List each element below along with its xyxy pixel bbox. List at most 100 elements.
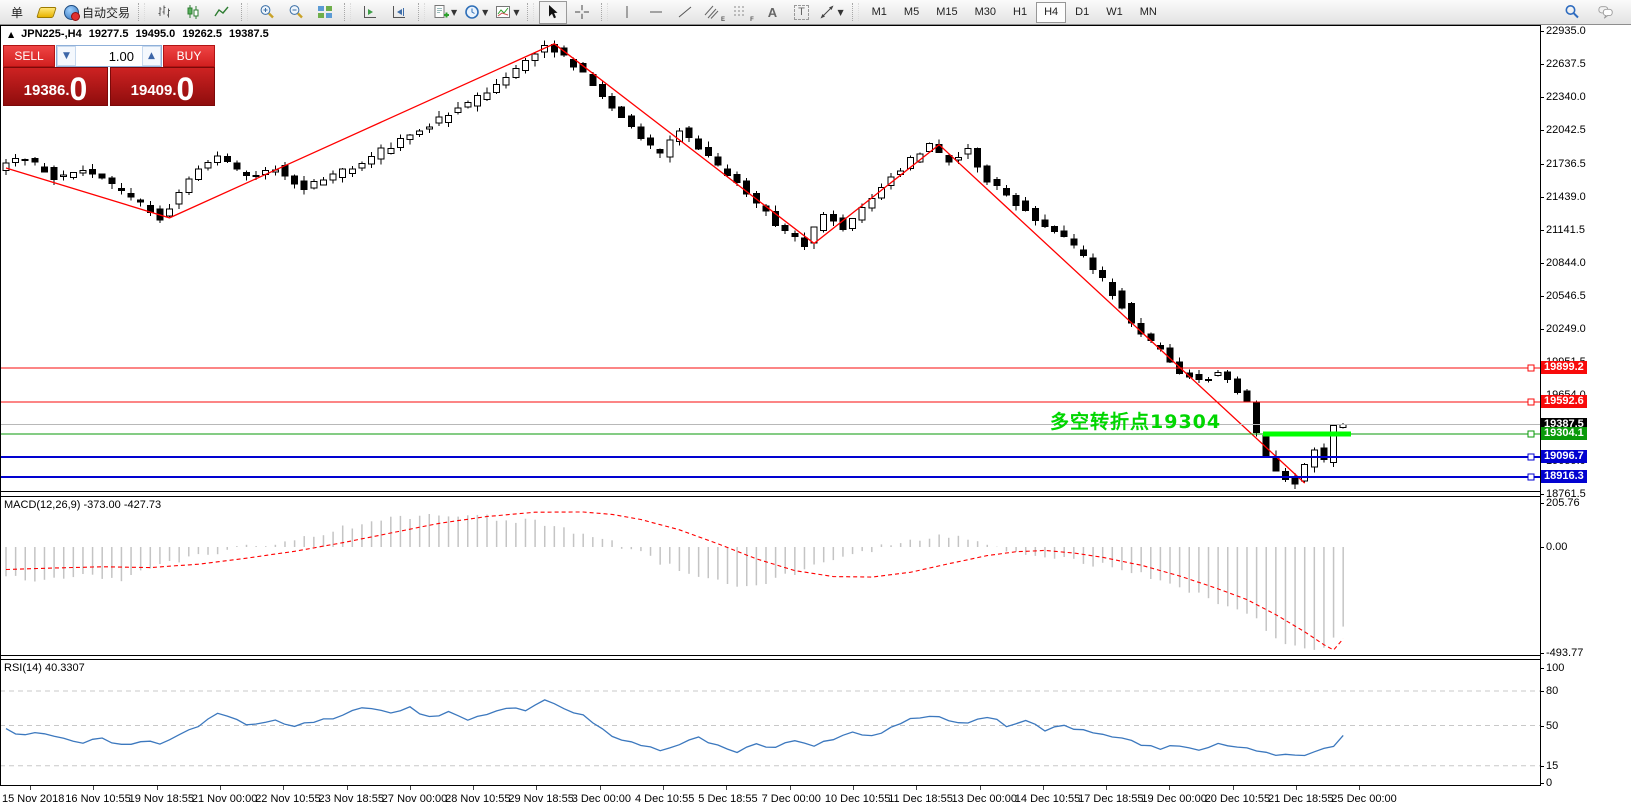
indicators-dropdown-button[interactable]: ▼ — [492, 1, 522, 24]
candle-body — [243, 172, 250, 176]
zoom-out-button[interactable] — [282, 1, 310, 24]
sell-label: SELL — [14, 49, 44, 63]
candle-body — [1022, 200, 1030, 211]
line-handle[interactable] — [1527, 364, 1535, 372]
rsi-pane-canvas[interactable] — [0, 660, 1540, 785]
text-button[interactable]: A — [758, 1, 786, 24]
time-axis-tick — [916, 786, 918, 790]
candle-body — [550, 44, 558, 53]
dropdown-caret: ▼ — [513, 7, 520, 17]
timeframe-mn[interactable]: MN — [1132, 2, 1165, 23]
candle-body — [627, 115, 635, 128]
indicators-icon — [496, 6, 511, 18]
buy-price-main: 19409. — [130, 82, 177, 99]
time-axis-label: 16 Nov 10:55 — [65, 793, 131, 805]
timeframe-m30[interactable]: M30 — [967, 2, 1004, 23]
sell-price-quote[interactable]: 19386. 0 — [3, 67, 108, 106]
time-axis[interactable]: 15 Nov 2018 16 Nov 10:55 19 Nov 18:55 21 No… — [0, 786, 1631, 810]
time-dropdown-button[interactable]: ▼ — [461, 1, 491, 24]
timeframe-m15[interactable]: M15 — [928, 2, 965, 23]
chart-annotation-text[interactable]: 多空转折点19304 — [1050, 411, 1222, 433]
equidistant-channel-button[interactable]: E — [700, 1, 728, 24]
line-handle[interactable] — [1527, 453, 1535, 461]
collapse-triangle-icon[interactable]: ▲ — [8, 29, 15, 39]
text-label-button[interactable]: T — [787, 1, 815, 24]
search-button[interactable] — [1558, 1, 1586, 24]
trendline-button[interactable] — [671, 1, 699, 24]
volume-value: 1.00 — [108, 48, 134, 64]
arrows-dropdown-button[interactable]: ▼ — [816, 1, 846, 24]
new-order-dropdown-button[interactable]: ▼ — [430, 1, 460, 24]
time-axis-tick — [726, 786, 728, 790]
candle-body — [41, 166, 48, 173]
rsi-line — [5, 699, 1344, 757]
time-axis-tick — [30, 786, 31, 790]
candle-body — [483, 92, 491, 100]
label-tool-letter: T — [794, 4, 809, 20]
timeframe-m5[interactable]: M5 — [896, 2, 927, 23]
crosshair-button[interactable] — [568, 1, 596, 24]
gold-button[interactable] — [32, 1, 60, 24]
macd-axis-label: -493.77 — [1546, 647, 1584, 659]
line-chart-icon — [214, 6, 229, 17]
line-chart-button[interactable] — [208, 1, 236, 24]
candle-body — [98, 173, 106, 179]
zigzag-line[interactable] — [5, 43, 1306, 484]
auto-trading-button[interactable]: 自动交易 — [61, 1, 133, 24]
timeframe-label: D1 — [1075, 6, 1090, 18]
volume-input[interactable]: 1.00 — [76, 46, 142, 66]
price-axis-border — [1540, 25, 1541, 786]
line-handle[interactable] — [1527, 473, 1535, 481]
candle-body — [772, 210, 780, 226]
time-axis-tick — [1296, 786, 1297, 790]
vertical-line-button[interactable] — [613, 1, 641, 24]
axis-tick-label: 22637.5 — [1546, 58, 1586, 70]
ohlc-high: 19495.0 — [135, 28, 176, 40]
volume-down-button[interactable]: ▼ — [57, 46, 76, 66]
timeframe-d1[interactable]: D1 — [1067, 2, 1097, 23]
new-order-label: 单 — [10, 5, 23, 20]
buy-label: BUY — [176, 49, 202, 63]
sell-button[interactable]: SELL — [3, 45, 55, 67]
zoom-in-button[interactable] — [253, 1, 281, 24]
highlight-segment[interactable] — [1263, 431, 1351, 437]
timeframe-w1[interactable]: W1 — [1098, 2, 1131, 23]
macd-pane-canvas[interactable] — [0, 497, 1540, 655]
candle-body — [1031, 208, 1039, 221]
line-handle[interactable] — [1527, 398, 1535, 406]
candle-body — [204, 162, 212, 169]
buy-button[interactable]: BUY — [163, 45, 215, 67]
search-icon — [1565, 5, 1579, 19]
chart-autoscroll-button[interactable] — [385, 1, 413, 24]
bar-chart-button[interactable] — [150, 1, 178, 24]
new-order-icon — [434, 5, 450, 18]
time-axis-label: 15 Nov 2018 — [2, 793, 65, 805]
candle-body — [223, 155, 231, 163]
buy-price-quote[interactable]: 19409. 0 — [110, 67, 215, 106]
time-axis-label: 4 Dec 10:55 — [635, 793, 695, 805]
horizontal-line-button[interactable] — [642, 1, 670, 24]
line-handle[interactable] — [1527, 430, 1535, 438]
timeframe-h1[interactable]: H1 — [1005, 2, 1035, 23]
candle-body — [454, 107, 462, 114]
candle-body — [724, 168, 731, 177]
timeframe-label: H1 — [1013, 6, 1028, 18]
main-chart-canvas[interactable] — [0, 26, 1540, 491]
timeframe-h4[interactable]: H4 — [1036, 1, 1067, 23]
new-order-text-button[interactable]: 单 — [3, 1, 31, 24]
ohlc-close: 19387.5 — [229, 28, 269, 40]
time-axis-label: 28 Nov 10:55 — [445, 793, 511, 805]
sell-price-main: 19386. — [23, 82, 70, 99]
chart-shift-button[interactable] — [356, 1, 384, 24]
axis-tick-mark — [1540, 262, 1544, 264]
chat-button[interactable] — [1592, 1, 1620, 24]
fibonacci-button[interactable]: F — [729, 1, 757, 24]
volume-up-button[interactable]: ▲ — [142, 46, 161, 66]
timeframe-m1[interactable]: M1 — [864, 2, 895, 23]
candle-body — [214, 155, 222, 164]
tile-windows-button[interactable] — [311, 1, 339, 24]
timeframe-label: M5 — [903, 6, 920, 18]
cursor-button[interactable] — [539, 0, 568, 24]
candle-body — [50, 167, 58, 181]
candlestick-chart-button[interactable] — [179, 1, 207, 24]
